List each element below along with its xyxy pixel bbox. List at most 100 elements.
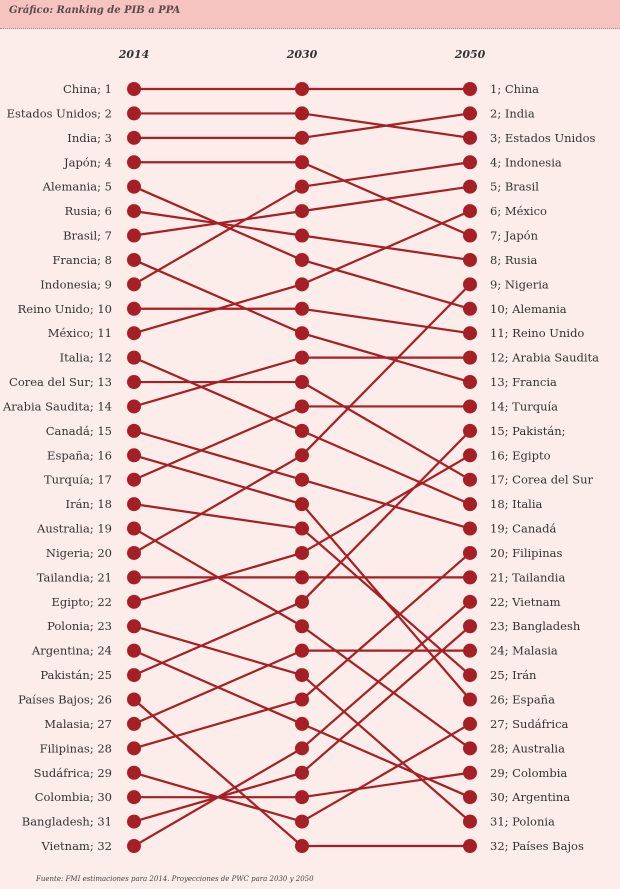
rank-dot: [127, 716, 141, 731]
rank-dot: [295, 301, 309, 316]
left-label: Tailandia; 21: [37, 570, 112, 584]
rank-dot: [127, 619, 141, 634]
rank-dot: [295, 423, 309, 438]
right-label: 18; Italia: [490, 497, 543, 511]
rank-dot: [127, 399, 141, 414]
series-line: [301, 454, 471, 554]
rank-dot: [295, 643, 309, 658]
series-line: [301, 771, 471, 799]
rank-dot: [463, 692, 477, 707]
rank-dot: [463, 668, 477, 683]
rank-dot: [127, 326, 141, 341]
right-label: 8; Rusia: [490, 253, 537, 267]
series-line: [133, 210, 303, 237]
series-line: [301, 429, 471, 506]
rank-dot: [463, 399, 477, 414]
rank-dot: [463, 106, 477, 121]
rank-dot: [463, 423, 477, 438]
rank-dot: [295, 497, 309, 512]
left-label: Argentina; 24: [31, 644, 112, 658]
rank-dot: [127, 423, 141, 438]
series-line: [133, 356, 303, 408]
rank-dot: [295, 619, 309, 634]
year-label: 2014: [118, 48, 150, 61]
rank-dot: [463, 839, 477, 854]
rank-dot: [295, 326, 309, 341]
series-line: [133, 356, 303, 432]
left-label: Nigeria; 20: [46, 546, 112, 560]
series-line: [301, 258, 471, 310]
left-label: Bangladesh; 31: [22, 815, 112, 829]
series-line: [133, 625, 303, 677]
left-label: Egipto; 22: [51, 595, 112, 609]
rank-dot: [127, 521, 141, 536]
series-line: [301, 600, 471, 750]
series-line: [301, 527, 471, 676]
rank-dot: [463, 594, 477, 609]
left-label: Sudáfrica; 29: [34, 766, 112, 780]
right-label: 16; Egipto: [490, 448, 551, 462]
series-line: [133, 649, 303, 725]
series-line: [301, 161, 471, 188]
series-line: [133, 747, 303, 847]
series-line: [301, 625, 471, 774]
rank-dot: [295, 399, 309, 414]
right-label: 12; Arabia Saudita: [490, 351, 599, 365]
series-line: [301, 185, 471, 213]
left-label: Indonesia; 9: [40, 277, 112, 291]
series-line: [301, 210, 471, 286]
series-line: [133, 454, 303, 506]
rank-dot: [295, 82, 309, 96]
rank-dot: [295, 741, 309, 756]
rank-dot: [127, 204, 141, 219]
rank-dot: [295, 814, 309, 829]
rank-dot: [127, 301, 141, 316]
rank-dot: [463, 497, 477, 512]
left-label: Brasil; 7: [63, 229, 112, 243]
series-line: [301, 722, 471, 823]
right-label: 32; Países Bajos: [490, 839, 584, 853]
series-line: [301, 625, 471, 750]
rank-dot: [127, 570, 141, 585]
rank-dot: [295, 375, 309, 390]
rank-dot: [463, 301, 477, 316]
rank-dot: [127, 277, 141, 292]
left-label: China; 1: [63, 82, 112, 96]
left-label: Canadá; 15: [46, 424, 112, 438]
series-line: [301, 307, 471, 335]
rank-dot: [463, 82, 477, 96]
left-label: Turquía; 17: [44, 473, 112, 487]
left-label: Estados Unidos; 2: [7, 106, 112, 120]
rank-dot: [463, 643, 477, 658]
right-label: 30; Argentina: [490, 790, 570, 804]
rank-dot: [295, 594, 309, 609]
rank-dot: [463, 814, 477, 829]
left-label: Países Bajos; 26: [18, 693, 112, 707]
series-line: [133, 551, 303, 603]
right-label: 26; España: [490, 693, 555, 707]
rank-dot: [463, 741, 477, 756]
rank-dot: [127, 228, 141, 243]
series-line: [133, 185, 303, 286]
rank-dot: [463, 155, 477, 170]
left-label: Japón; 4: [63, 155, 112, 169]
rank-dot: [127, 252, 141, 267]
rank-dot: [127, 497, 141, 512]
rank-dot: [127, 130, 141, 145]
rank-dot: [295, 545, 309, 560]
rank-dot: [295, 130, 309, 145]
right-label: 28; Australia: [490, 741, 565, 755]
right-label: 29; Colombia: [490, 766, 567, 780]
series-line: [301, 722, 471, 799]
rank-dot: [295, 668, 309, 683]
right-label: 14; Turquía: [490, 399, 558, 413]
rank-dot: [127, 448, 141, 463]
left-label: Irán; 18: [66, 497, 112, 511]
series-line: [301, 674, 471, 823]
series-line: [133, 698, 303, 847]
series-line: [301, 381, 471, 481]
series-line: [133, 600, 303, 677]
rank-dot: [127, 155, 141, 170]
rank-dot: [463, 765, 477, 780]
